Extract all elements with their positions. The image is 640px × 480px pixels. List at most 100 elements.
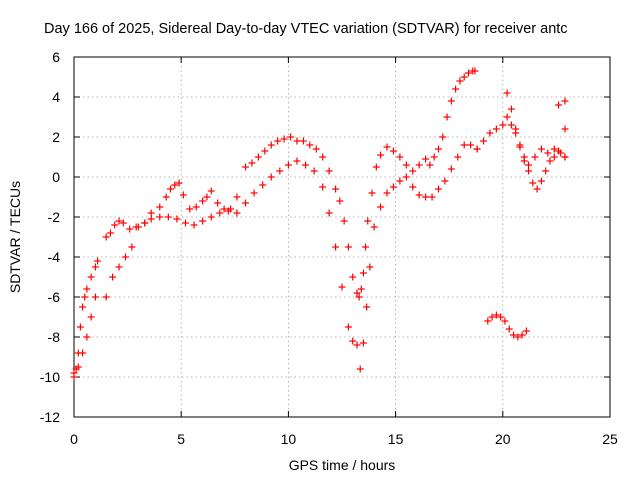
data-point (415, 161, 423, 169)
data-point (126, 225, 134, 233)
data-point (447, 97, 455, 105)
y-tick-label: 4 (52, 89, 60, 105)
data-point (537, 145, 545, 153)
y-tick-label: 2 (52, 129, 60, 145)
data-point (364, 217, 372, 225)
data-point (522, 327, 530, 335)
data-point (94, 257, 102, 265)
data-point (531, 153, 539, 161)
data-point (510, 331, 518, 339)
data-point (299, 137, 307, 145)
data-point (102, 233, 110, 241)
data-point (372, 163, 380, 171)
data-point (460, 73, 468, 81)
data-point (319, 183, 327, 191)
data-point (426, 161, 434, 169)
data-point (377, 203, 385, 211)
x-tick-label: 20 (495, 431, 511, 447)
data-point (199, 197, 207, 205)
y-tick-label: 6 (52, 49, 60, 65)
x-tick-label: 10 (281, 431, 297, 447)
data-point (514, 333, 522, 341)
data-point (319, 153, 327, 161)
data-point (115, 217, 123, 225)
data-point (492, 125, 500, 133)
data-point (484, 317, 492, 325)
data-point (109, 273, 117, 281)
data-point (389, 183, 397, 191)
axis-ticks: 0 5 10 15 20 25 -12 -10 -8 -6 -4 -2 0 2 4 6 (40, 49, 618, 447)
data-point (274, 137, 282, 145)
data-point (115, 263, 123, 271)
data-point (332, 185, 340, 193)
data-point (452, 85, 460, 93)
data-point (175, 179, 183, 187)
data-point (207, 187, 215, 195)
y-tick-label: -6 (48, 289, 61, 305)
data-point (192, 203, 200, 211)
x-tick-label: 15 (388, 431, 404, 447)
data-point (555, 147, 563, 155)
data-point (79, 303, 87, 311)
data-point (216, 209, 224, 217)
data-point (280, 135, 288, 143)
data-point (76, 323, 84, 331)
data-point (338, 283, 346, 291)
data-point (488, 313, 496, 321)
data-point (555, 101, 563, 109)
data-point (561, 153, 569, 161)
data-point (430, 153, 438, 161)
data-point (336, 197, 344, 205)
data-point (402, 173, 410, 181)
data-point (428, 193, 436, 201)
data-point (276, 167, 284, 175)
data-point (359, 269, 367, 277)
data-point (355, 293, 363, 301)
data-point (312, 145, 320, 153)
data-point (181, 219, 189, 227)
data-point (349, 273, 357, 281)
data-point (91, 293, 99, 301)
data-point (203, 193, 211, 201)
data-point (503, 113, 511, 121)
data-point (119, 219, 127, 227)
data-point (480, 137, 488, 145)
data-point (550, 145, 558, 153)
data-point (147, 215, 155, 223)
data-point (396, 153, 404, 161)
data-point (325, 167, 333, 175)
data-point (121, 253, 129, 261)
data-point (267, 173, 275, 181)
data-point (402, 161, 410, 169)
data-point (199, 217, 207, 225)
data-point (396, 177, 404, 185)
data-point (357, 285, 365, 293)
data-point (287, 133, 295, 141)
data-point (353, 341, 361, 349)
x-tick-label: 25 (602, 431, 618, 447)
data-point (507, 105, 515, 113)
data-point (156, 213, 164, 221)
data-point (79, 349, 87, 357)
data-point (518, 331, 526, 339)
data-point (332, 243, 340, 251)
data-point (359, 339, 367, 347)
data-point (87, 313, 95, 321)
y-tick-label: 0 (52, 169, 60, 185)
data-point (467, 141, 475, 149)
data-point (383, 143, 391, 151)
y-tick-label: -2 (48, 209, 61, 225)
data-point (293, 157, 301, 165)
data-point (503, 89, 511, 97)
data-point (353, 289, 361, 297)
data-point (147, 209, 155, 217)
data-point (83, 333, 91, 341)
data-point (368, 189, 376, 197)
data-point (233, 193, 241, 201)
data-point (248, 159, 256, 167)
data-point (505, 325, 513, 333)
data-point (454, 153, 462, 161)
data-point (464, 69, 472, 77)
data-point (486, 129, 494, 137)
